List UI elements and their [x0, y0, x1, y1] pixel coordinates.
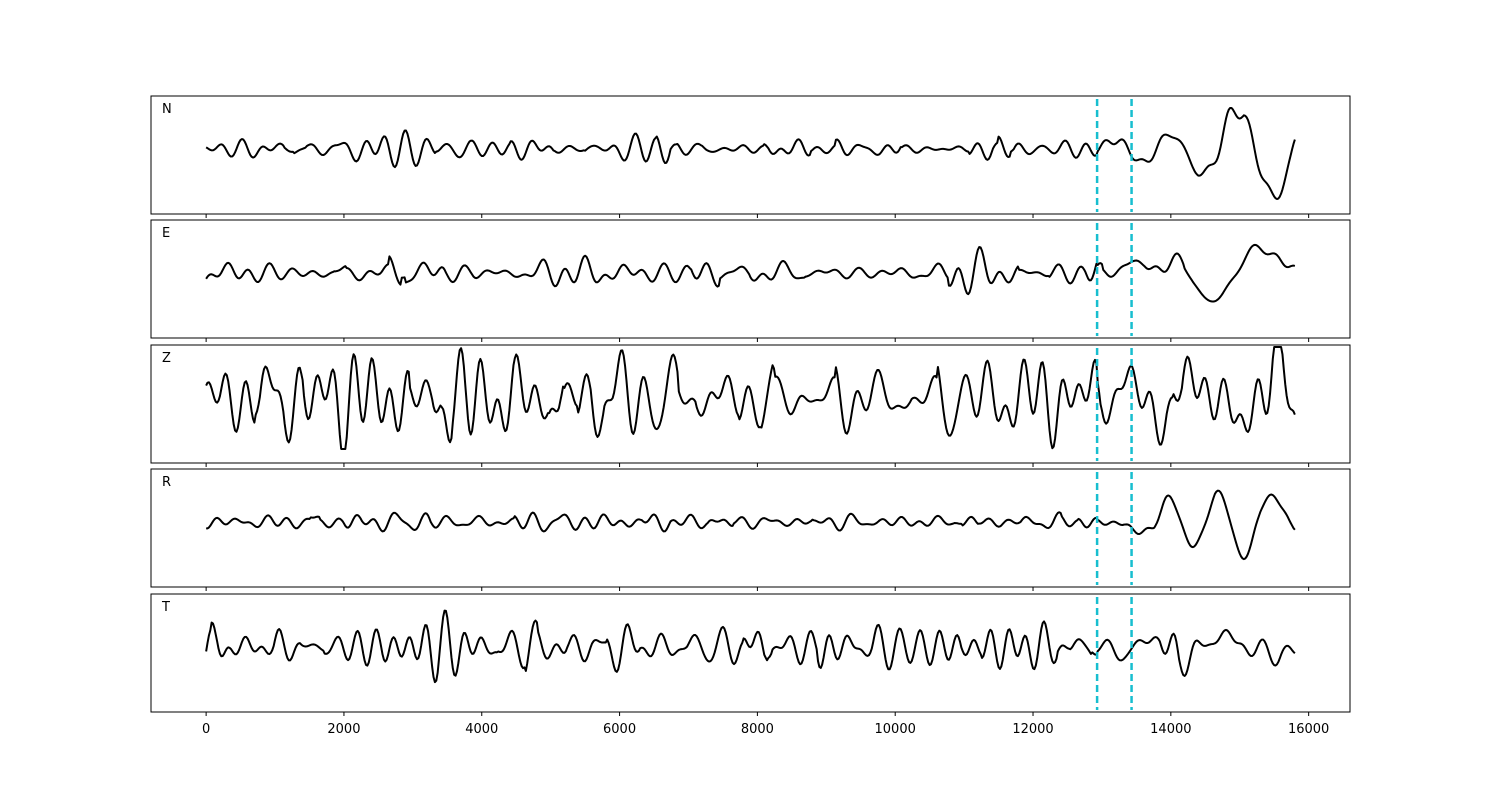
panel-n: N	[150, 95, 1351, 218]
x-tick-label: 8000	[741, 722, 774, 737]
panels: N E Z R T	[150, 95, 1351, 716]
x-tick-label: 10000	[875, 722, 916, 737]
panel-label: N	[162, 102, 172, 117]
panel-frame	[150, 344, 1351, 464]
x-axis: 0 2000 4000 6000 8000 10000 12000 14000 16000	[202, 722, 1329, 737]
panel-frame	[150, 593, 1351, 713]
waveform-t	[205, 609, 1296, 684]
x-tick-label: 12000	[1012, 722, 1053, 737]
waveform-e	[205, 243, 1296, 303]
x-tick-label: 16000	[1288, 722, 1329, 737]
x-tick-label: 0	[202, 722, 210, 737]
waveform-z	[205, 346, 1296, 450]
panel-r: R	[150, 468, 1351, 591]
waveform-r	[206, 489, 1296, 561]
panel-label: R	[162, 475, 171, 490]
panel-label: E	[162, 226, 170, 241]
x-tick-label: 6000	[603, 722, 636, 737]
panel-z: Z	[150, 344, 1351, 467]
panel-t: T	[150, 593, 1351, 716]
panel-e: E	[150, 219, 1351, 342]
panel-label: T	[161, 600, 170, 615]
x-tick-label: 4000	[465, 722, 498, 737]
waveform-n	[205, 106, 1296, 201]
x-tick-label: 2000	[327, 722, 360, 737]
panel-label: Z	[162, 351, 171, 366]
x-tick-label: 14000	[1150, 722, 1191, 737]
panel-frame	[150, 95, 1351, 215]
